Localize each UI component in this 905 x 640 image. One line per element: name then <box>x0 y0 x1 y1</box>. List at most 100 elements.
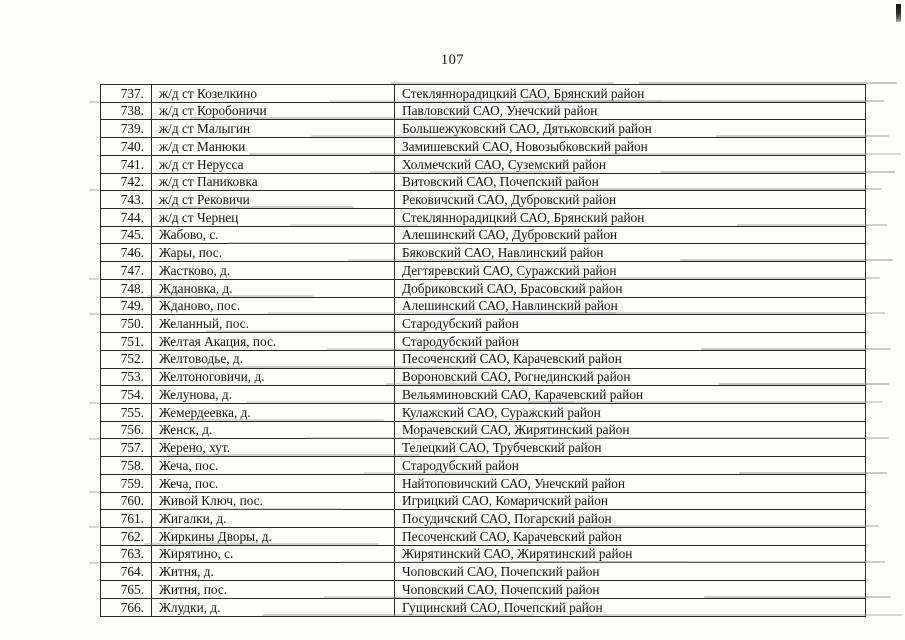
table-row: 754. Желунова, д. Вельяминовский САО, Ка… <box>101 386 865 404</box>
row-number: 757. <box>101 439 152 457</box>
row-number: 749. <box>101 297 152 315</box>
row-number: 759. <box>101 474 152 492</box>
table-row: 761. Жигалки, д. Посудичский САО, Погарс… <box>101 510 865 528</box>
district-info: Жирятинский САО, Жирятинский район <box>402 546 633 562</box>
table-row: 762. Жиркины Дворы, д. Песоченский САО, … <box>101 527 865 546</box>
district-info: Песоченский САО, Карачевский район <box>402 528 622 544</box>
settlement-name: Живой Ключ, пос. <box>152 492 395 510</box>
settlement-name: ж/д ст Нерусса <box>152 155 395 173</box>
district-info: Дегтяревский САО, Суражский район <box>402 262 617 278</box>
settlement-name: Жеча, пос. <box>152 474 395 492</box>
settlement-name: Жигалки, д. <box>152 510 395 527</box>
scan-smudge-line <box>89 101 99 103</box>
row-number: 763. <box>101 545 152 563</box>
table-row: 746. Жары, пос. Бяковский САО, Навлински… <box>101 244 865 263</box>
settlement-name: Жиркины Дворы, д. <box>152 527 395 545</box>
settlement-name: ж/д ст Манюки <box>152 138 395 155</box>
scan-smudge-line <box>89 491 99 493</box>
district-info: Алешинский САО, Навлинский район <box>402 298 618 314</box>
district-info: Павловский САО, Унечский район <box>402 103 598 119</box>
district-info: Чоповский САО, Почепский район <box>402 564 600 580</box>
district-info: Витовский САО, Почепский район <box>402 174 599 190</box>
settlement-name: Жирятино, с. <box>152 545 395 563</box>
settlement-name: Желтоводье, д. <box>152 350 395 368</box>
district-info: Большежуковский САО, Дятьковский район <box>402 121 652 137</box>
row-number: 762. <box>101 527 152 545</box>
settlement-name: Желтая Акация, пос. <box>152 333 395 350</box>
row-number: 739. <box>101 120 152 138</box>
row-number: 761. <box>101 510 152 527</box>
table-row: 751. Желтая Акация, пос. Стародубский ра… <box>101 333 865 351</box>
settlement-name: ж/д ст Коробоничи <box>152 102 395 120</box>
district-info: Стекляннорадицкий САО, Брянский район <box>402 85 645 101</box>
table-row: 753. Желтоноговичи, д. Вороновский САО, … <box>101 368 865 387</box>
table-row: 748. Ждановка, д. Добриковский САО, Брас… <box>101 279 865 298</box>
row-number: 748. <box>101 279 152 297</box>
row-number: 751. <box>101 333 152 350</box>
district-info: Гущинский САО, Почепский район <box>402 599 603 615</box>
row-number: 753. <box>101 368 152 386</box>
row-number: 765. <box>101 581 152 598</box>
scan-smudge-line <box>89 526 99 528</box>
settlement-name: Жлудки, д. <box>152 598 395 616</box>
scan-smudge-line <box>89 402 99 404</box>
settlement-name: ж/д ст Паниковка <box>152 173 395 191</box>
district-info: Телецкий САО, Трубчевский район <box>402 440 602 456</box>
table-row: 739. ж/д ст Малыгин Большежуковский САО,… <box>101 120 865 139</box>
row-number: 754. <box>101 386 152 403</box>
row-number: 766. <box>101 598 152 616</box>
row-number: 743. <box>101 191 152 209</box>
district-info: Замишевский САО, Новозыбковский район <box>402 138 648 154</box>
district-info: Стекляннорадицкий САО, Брянский район <box>402 209 645 225</box>
settlement-name: ж/д ст Чернец <box>152 209 395 226</box>
district-info: Стародубский район <box>402 457 519 473</box>
row-number: 737. <box>101 85 152 102</box>
scan-artifact-corner-mark <box>896 4 901 22</box>
district-info: Вороновский САО, Рогнединский район <box>402 369 631 385</box>
table-row: 765. Житня, пос. Чоповский САО, Почепски… <box>101 581 865 599</box>
district-info: Стародубский район <box>402 316 519 332</box>
row-number: 764. <box>101 563 152 581</box>
table-row: 763. Жирятино, с. Жирятинский САО, Жирят… <box>101 545 865 564</box>
table-row: 750. Желанный, пос. Стародубский район <box>101 315 865 334</box>
settlement-name: Жерено, хут. <box>152 439 395 457</box>
row-number: 755. <box>101 403 152 421</box>
table-row: 742. ж/д ст Паниковка Витовский САО, Поч… <box>101 173 865 192</box>
district-info: Вельяминовский САО, Карачевский район <box>402 386 644 402</box>
district-info: Алешинский САО, Дубровский район <box>402 227 618 243</box>
scan-smudge-line <box>89 438 99 440</box>
settlement-name: Жабово, с. <box>152 226 395 244</box>
table-row: 757. Жерено, хут. Телецкий САО, Трубчевс… <box>101 439 865 458</box>
table-row: 741. ж/д ст Нерусса Холмечский САО, Сузе… <box>101 155 865 174</box>
table-row: 764. Житня, д. Чоповский САО, Почепский … <box>101 563 865 582</box>
row-number: 752. <box>101 350 152 368</box>
row-number: 745. <box>101 226 152 244</box>
settlement-name: Житня, пос. <box>152 581 395 598</box>
district-info: Добриковский САО, Брасовский район <box>402 280 623 296</box>
table-row: 756. Женск, д. Морачевский САО, Жирятинс… <box>101 421 865 440</box>
table-row: 740. ж/д ст Манюки Замишевский САО, Ново… <box>101 138 865 156</box>
district-info: Посудичский САО, Погарский район <box>402 510 612 526</box>
table-row: 755. Жемердеевка, д. Кулажский САО, Сура… <box>101 403 865 422</box>
table-row: 749. Жданово, пос. Алешинский САО, Навли… <box>101 297 865 316</box>
row-number: 747. <box>101 262 152 279</box>
table-row: 758. Жеча, пос. Стародубский район <box>101 457 865 475</box>
settlement-name: Женск, д. <box>152 421 395 439</box>
table-row: 766. Жлудки, д. Гущинский САО, Почепский… <box>101 598 865 617</box>
settlement-name: Желанный, пос. <box>152 315 395 333</box>
district-info: Холмечский САО, Суземский район <box>402 156 606 172</box>
table-row: 743. ж/д ст Рековичи Рековичский САО, Ду… <box>101 191 865 210</box>
settlement-name: ж/д ст Малыгин <box>152 120 395 138</box>
settlements-table: 737. ж/д ст Козелкино Стекляннорадицкий … <box>100 84 866 617</box>
settlement-name: Желтоноговичи, д. <box>152 368 395 386</box>
district-info: Кулажский САО, Суражский район <box>402 404 601 420</box>
scan-smudge-line <box>89 189 99 191</box>
district-info: Стародубский район <box>402 333 519 349</box>
settlement-name: Жемердеевка, д. <box>152 403 395 421</box>
row-number: 756. <box>101 421 152 439</box>
table-body: 737. ж/д ст Козелкино Стекляннорадицкий … <box>101 85 865 617</box>
page-number: 107 <box>440 52 465 68</box>
scan-smudge-line <box>89 562 99 564</box>
row-number: 746. <box>101 244 152 262</box>
